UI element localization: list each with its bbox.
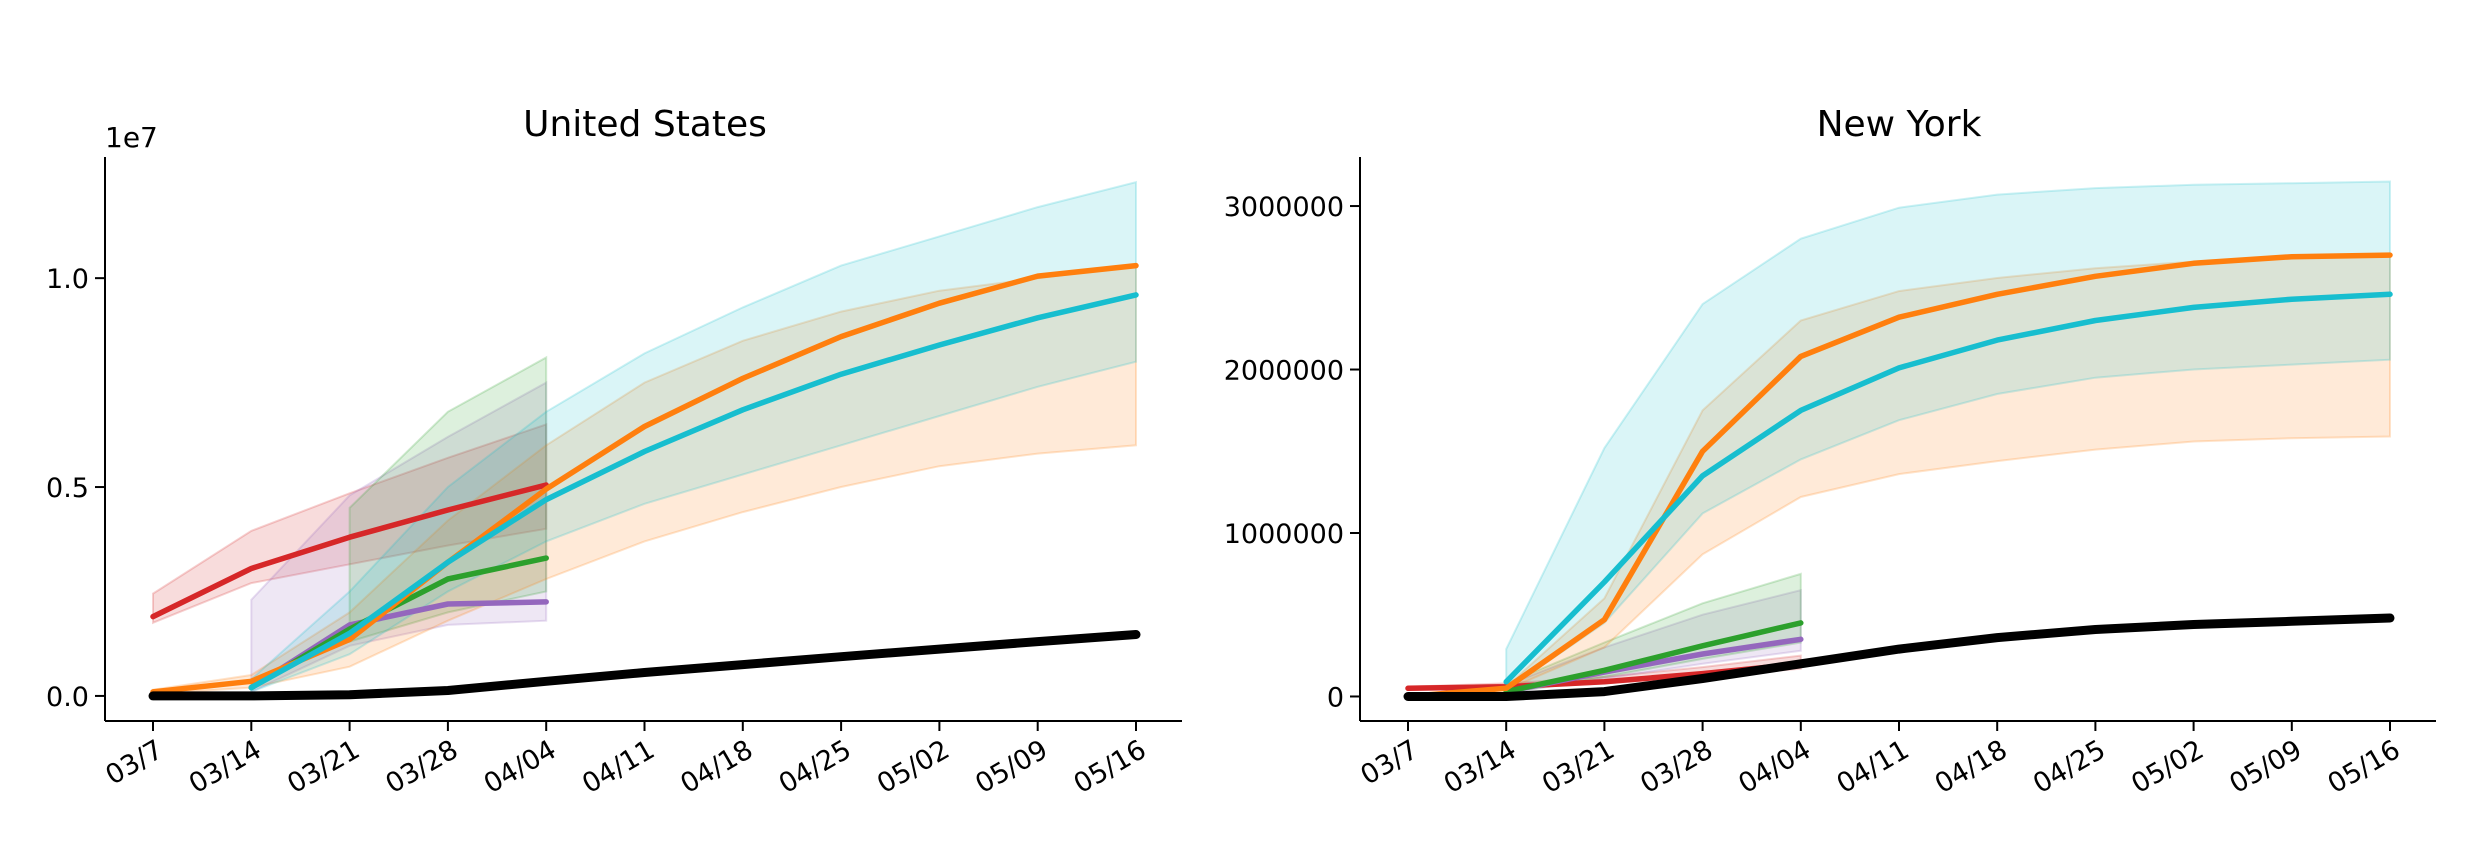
x-tick-label: 03/28: [381, 734, 464, 800]
x-tick-label: 04/18: [1930, 734, 2013, 800]
confidence-band-3: [1407, 254, 2391, 698]
y-tick-label: 0: [1327, 682, 1344, 713]
confidence-band-0: [152, 423, 548, 625]
x-tick-label: 03/7: [100, 734, 168, 791]
series-line-2: [1503, 620, 1804, 695]
y-tick-label: 0.0: [46, 682, 89, 713]
y-tick-label: 1.0: [46, 264, 89, 295]
x-tick-label: 03/21: [1537, 734, 1620, 800]
x-tick-label: 03/28: [1635, 734, 1718, 800]
x-tick-label: 03/14: [1439, 734, 1522, 800]
confidence-band-3: [152, 264, 1137, 695]
series-line-4: [1503, 291, 2393, 685]
chart-title: New York: [1817, 104, 1982, 145]
x-tick-label: 03/14: [184, 734, 267, 800]
panel-new-york: New York 0 1000000 2000000 3000000 03/7 03/14…: [1224, 104, 2436, 800]
series-line-5: [1403, 613, 2395, 701]
x-tick-label: 05/09: [970, 734, 1053, 800]
x-tick-label: 03/21: [282, 734, 365, 800]
x-tick-label: 04/11: [577, 734, 660, 800]
chart-title: United States: [523, 104, 767, 145]
y-tick-label: 0.5: [46, 473, 89, 504]
x-tick-label: 04/11: [1832, 734, 1915, 800]
series-line-3: [1405, 252, 2393, 700]
x-tick-label: 04/18: [675, 734, 758, 800]
x-tick-label: 03/7: [1355, 734, 1423, 791]
y-tick-label: 1000000: [1224, 519, 1344, 550]
x-tick-label: 05/16: [2323, 734, 2406, 800]
x-tick-label: 04/25: [774, 734, 857, 800]
x-tick-label: 04/25: [2028, 734, 2111, 800]
y-tick-label: 3000000: [1224, 192, 1344, 223]
y-tick-label: 2000000: [1224, 356, 1344, 387]
series-line-5: [148, 630, 1141, 701]
panel-united-states: United States 1e7 0.00.51.003/7 03/14 03/2…: [46, 104, 1182, 800]
x-tick-label: 05/09: [2224, 734, 2307, 800]
x-tick-label: 05/02: [2126, 734, 2209, 800]
x-tick-label: 04/04: [479, 734, 562, 800]
x-tick-label: 04/04: [1733, 734, 1816, 800]
series-line-4: [248, 292, 1139, 691]
confidence-band-1: [250, 380, 548, 694]
confidence-band-1: [1505, 588, 1802, 695]
x-tick-label: 05/16: [1069, 734, 1152, 800]
series-line-0: [150, 482, 549, 620]
axis-offset-label: 1e7: [105, 121, 158, 154]
x-tick-label: 05/02: [872, 734, 955, 800]
